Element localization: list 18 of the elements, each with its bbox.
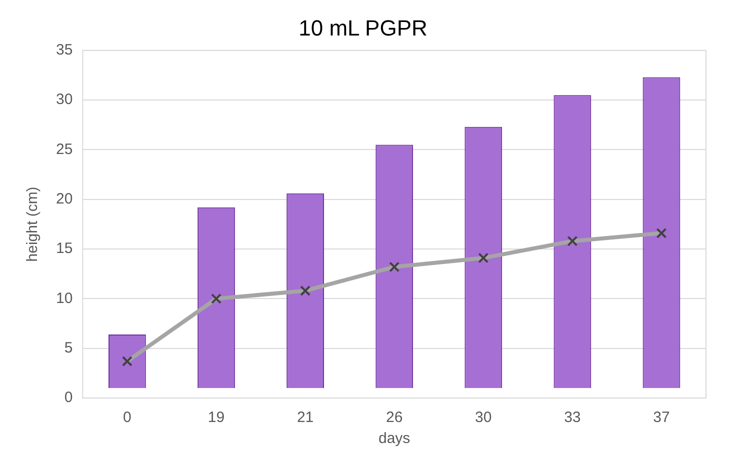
y-tick-label: 5 <box>64 339 73 356</box>
x-tick-label: 19 <box>208 409 225 426</box>
y-tick-label: 30 <box>56 91 73 108</box>
x-tick-label: 37 <box>653 409 670 426</box>
y-axis-title: height (cm) <box>24 186 42 262</box>
y-tick-label: 25 <box>56 140 73 158</box>
x-tick-label: 30 <box>475 409 492 426</box>
y-tick-label: 35 <box>56 42 73 59</box>
x-tick-label: 0 <box>123 409 132 426</box>
y-tick-label: 0 <box>64 389 73 406</box>
x-tick-label: 33 <box>564 409 581 426</box>
x-tick-label: 21 <box>296 409 314 426</box>
y-tick-label: 20 <box>56 190 73 208</box>
chart-title: 10 mL PGPR <box>298 15 428 40</box>
x-tick-label: 26 <box>386 409 403 426</box>
x-axis-title: days <box>378 430 410 448</box>
y-tick-label: 15 <box>56 240 73 258</box>
y-tick-label: 10 <box>56 290 73 307</box>
